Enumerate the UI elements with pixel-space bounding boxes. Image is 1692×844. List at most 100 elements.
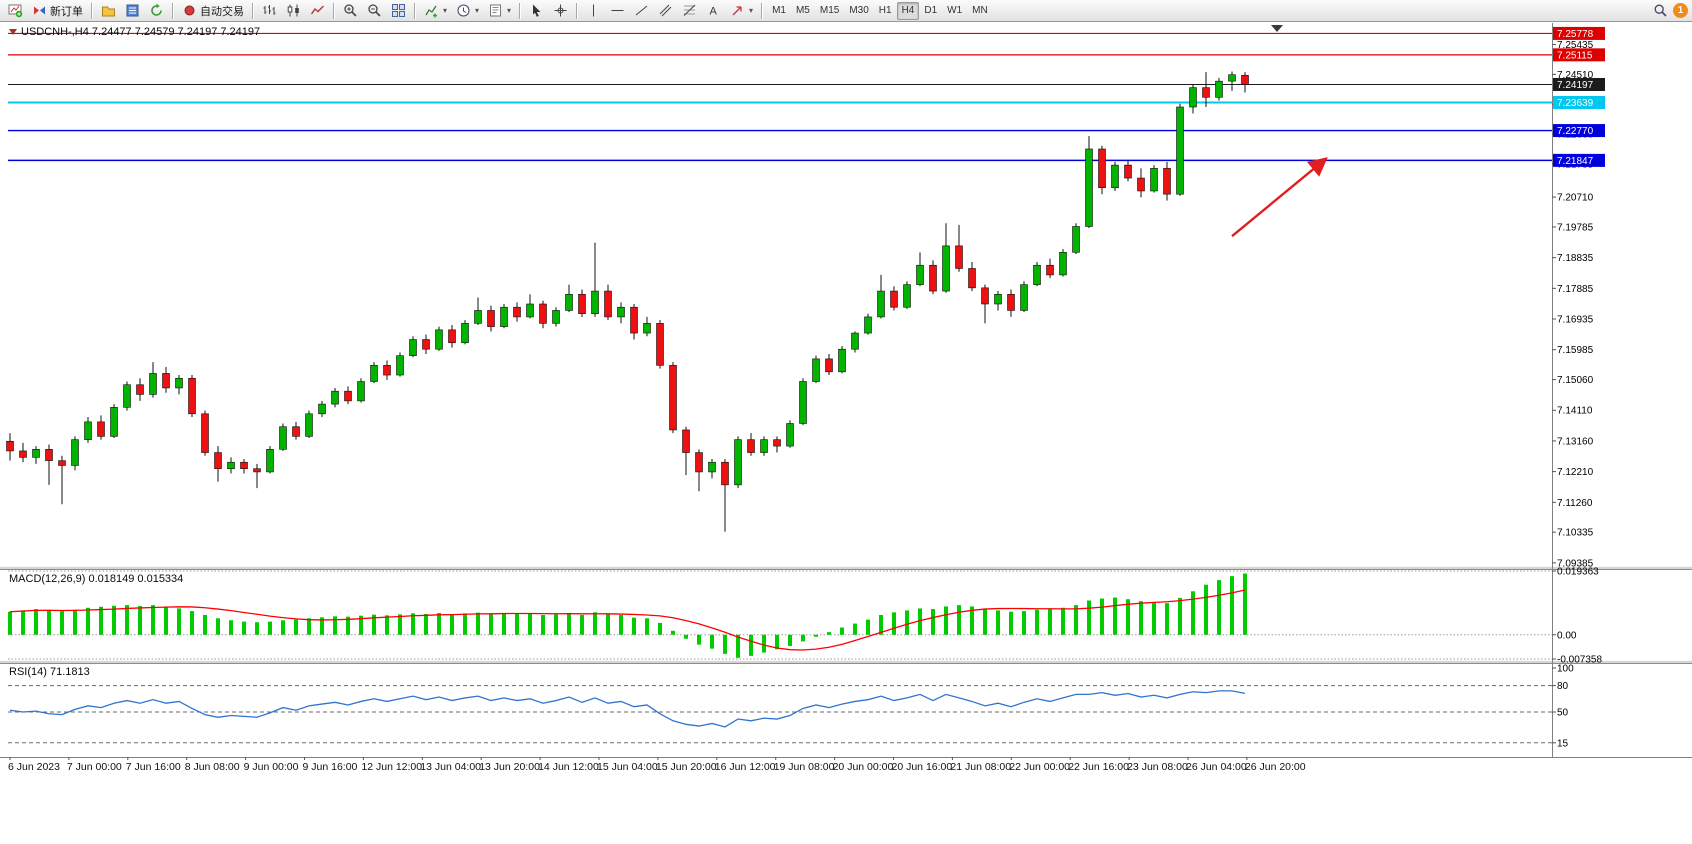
zoom-in-button[interactable] <box>339 1 362 20</box>
rsi-scale-label: 50 <box>1557 708 1569 719</box>
ohlc-bars-icon <box>263 5 276 15</box>
horizontal-line-icon <box>611 10 624 11</box>
price-tick-label: 7.13160 <box>1557 436 1594 447</box>
template-icon <box>490 4 502 17</box>
search-button[interactable] <box>1649 1 1672 20</box>
time-tick-label: 6 Jun 2023 <box>8 761 60 773</box>
templates-button[interactable]: ▾ <box>484 1 515 20</box>
chart-symbol-period: USDCNH-,H4 <box>21 26 89 38</box>
chart-ohlc-values: 7.24477 7.24579 7.24197 7.24197 <box>91 26 261 38</box>
price-tick-label: 7.19785 <box>1557 222 1594 233</box>
time-tick-label: 26 Jun 20:00 <box>1245 761 1306 773</box>
timeframe-M5[interactable]: M5 <box>791 2 815 20</box>
time-tick-label: 14 Jun 12:00 <box>538 761 599 773</box>
bar-chart-button[interactable] <box>258 1 281 20</box>
price-badge <box>1553 48 1605 62</box>
text-tool-button[interactable]: A <box>702 1 725 20</box>
line-chart-button[interactable] <box>306 1 329 20</box>
time-tick-label: 23 Jun 08:00 <box>1127 761 1188 773</box>
timeframe-group: M1 M5 M15 M30 H1 H4 D1 W1 MN <box>767 1 993 20</box>
panel-separator[interactable] <box>0 660 1692 664</box>
trend-arrow[interactable] <box>1231 157 1328 238</box>
price-tick-label: 7.24510 <box>1557 70 1594 81</box>
timeframe-MN[interactable]: MN <box>967 2 993 20</box>
tile-windows-button[interactable] <box>387 1 410 20</box>
notification-badge[interactable]: 1 <box>1673 3 1688 18</box>
clock-icon <box>457 4 470 17</box>
toolbar: 新订单 自动交易 <box>0 0 1692 22</box>
new-chart-icon <box>8 4 23 18</box>
time-axis[interactable]: 6 Jun 2023 7 Jun 00:00 7 Jun 16:00 8 Jun 08… <box>8 757 1306 773</box>
market-watch-icon <box>126 4 139 17</box>
timeframe-D1[interactable]: D1 <box>919 2 942 20</box>
cursor-icon <box>533 4 541 17</box>
timeframe-M1[interactable]: M1 <box>767 2 791 20</box>
zoom-out-icon <box>368 4 381 17</box>
time-tick-label: 15 Jun 04:00 <box>597 761 658 773</box>
price-tick-label: 7.16935 <box>1557 315 1594 326</box>
horizontal-line-button[interactable] <box>606 1 629 20</box>
macd-scale-label: 0.019363 <box>1557 567 1599 578</box>
timeframe-M15[interactable]: M15 <box>815 2 844 20</box>
price-badge <box>1553 77 1605 91</box>
periods-button[interactable]: ▾ <box>452 1 483 20</box>
crosshair-button[interactable] <box>549 1 572 20</box>
price-tick-label: 7.14110 <box>1557 406 1593 417</box>
autotrading-label: 自动交易 <box>200 5 244 18</box>
cursor-button[interactable] <box>525 1 548 20</box>
horizontal-lines[interactable] <box>8 32 1552 162</box>
panel-separator[interactable] <box>0 566 1692 570</box>
arrows-tool-icon <box>732 6 742 16</box>
timeframe-M30[interactable]: M30 <box>844 2 873 20</box>
svg-text:A: A <box>710 6 718 18</box>
macd-scale-label: 0.00 <box>1557 630 1577 641</box>
autotrading-status-icon <box>184 5 195 16</box>
rsi-scale-label: 100 <box>1557 664 1574 675</box>
timeframe-H4[interactable]: H4 <box>896 1 920 20</box>
new-order-label: 新订单 <box>50 5 83 18</box>
indicators-button[interactable]: ▾ <box>420 1 451 20</box>
fibonacci-button[interactable] <box>678 1 701 20</box>
vertical-line-button[interactable] <box>582 1 605 20</box>
toolbar-separator <box>172 2 174 19</box>
trendline-button[interactable] <box>630 1 653 20</box>
market-watch-button[interactable] <box>121 1 144 20</box>
price-badge <box>1553 153 1605 167</box>
tile-windows-icon <box>392 4 405 17</box>
price-tick-label: 7.10335 <box>1557 528 1594 539</box>
profiles-button[interactable] <box>97 1 120 20</box>
time-tick-label: 7 Jun 00:00 <box>67 761 122 773</box>
rsi-line <box>9 690 1246 728</box>
macd-panel: 0.019363 0.00 -0.007358 <box>8 567 1602 666</box>
channel-button[interactable] <box>654 1 677 20</box>
refresh-button[interactable] <box>145 1 168 20</box>
line-chart-icon <box>310 5 324 15</box>
timeframe-W1[interactable]: W1 <box>942 2 967 20</box>
dropdown-caret: ▾ <box>443 6 448 15</box>
new-order-button[interactable]: 新订单 <box>28 1 87 20</box>
dropdown-caret: ▾ <box>475 6 480 15</box>
new-chart-button[interactable] <box>4 1 27 20</box>
toolbar-separator <box>519 2 522 19</box>
fibonacci-icon <box>683 4 696 16</box>
timeframe-H1[interactable]: H1 <box>874 2 897 20</box>
price-badge-label: 7.21847 <box>1557 156 1594 167</box>
price-tick-label: 7.25435 <box>1557 40 1594 51</box>
rsi-scale-label: 80 <box>1557 681 1569 692</box>
indicators-icon <box>425 5 437 18</box>
arrows-tool-button[interactable]: ▾ <box>726 1 757 20</box>
candlestick-chart-button[interactable] <box>282 1 305 20</box>
new-order-icon <box>34 6 45 15</box>
chart-shift-marker[interactable] <box>1271 25 1283 32</box>
autotrading-button[interactable]: 自动交易 <box>178 1 248 20</box>
toolbar-separator <box>91 2 93 19</box>
price-badge-label: 7.22770 <box>1557 126 1594 137</box>
trendline-icon <box>635 5 648 16</box>
rsi-label: RSI(14) 71.1813 <box>9 666 90 678</box>
zoom-in-icon <box>344 4 357 17</box>
price-badge-label: 7.24197 <box>1557 80 1594 91</box>
price-axis[interactable]: 7.254357.245107.235857.226607.217357.207… <box>1552 26 1605 569</box>
zoom-out-button[interactable] <box>363 1 386 20</box>
toolbar-separator <box>252 2 254 19</box>
